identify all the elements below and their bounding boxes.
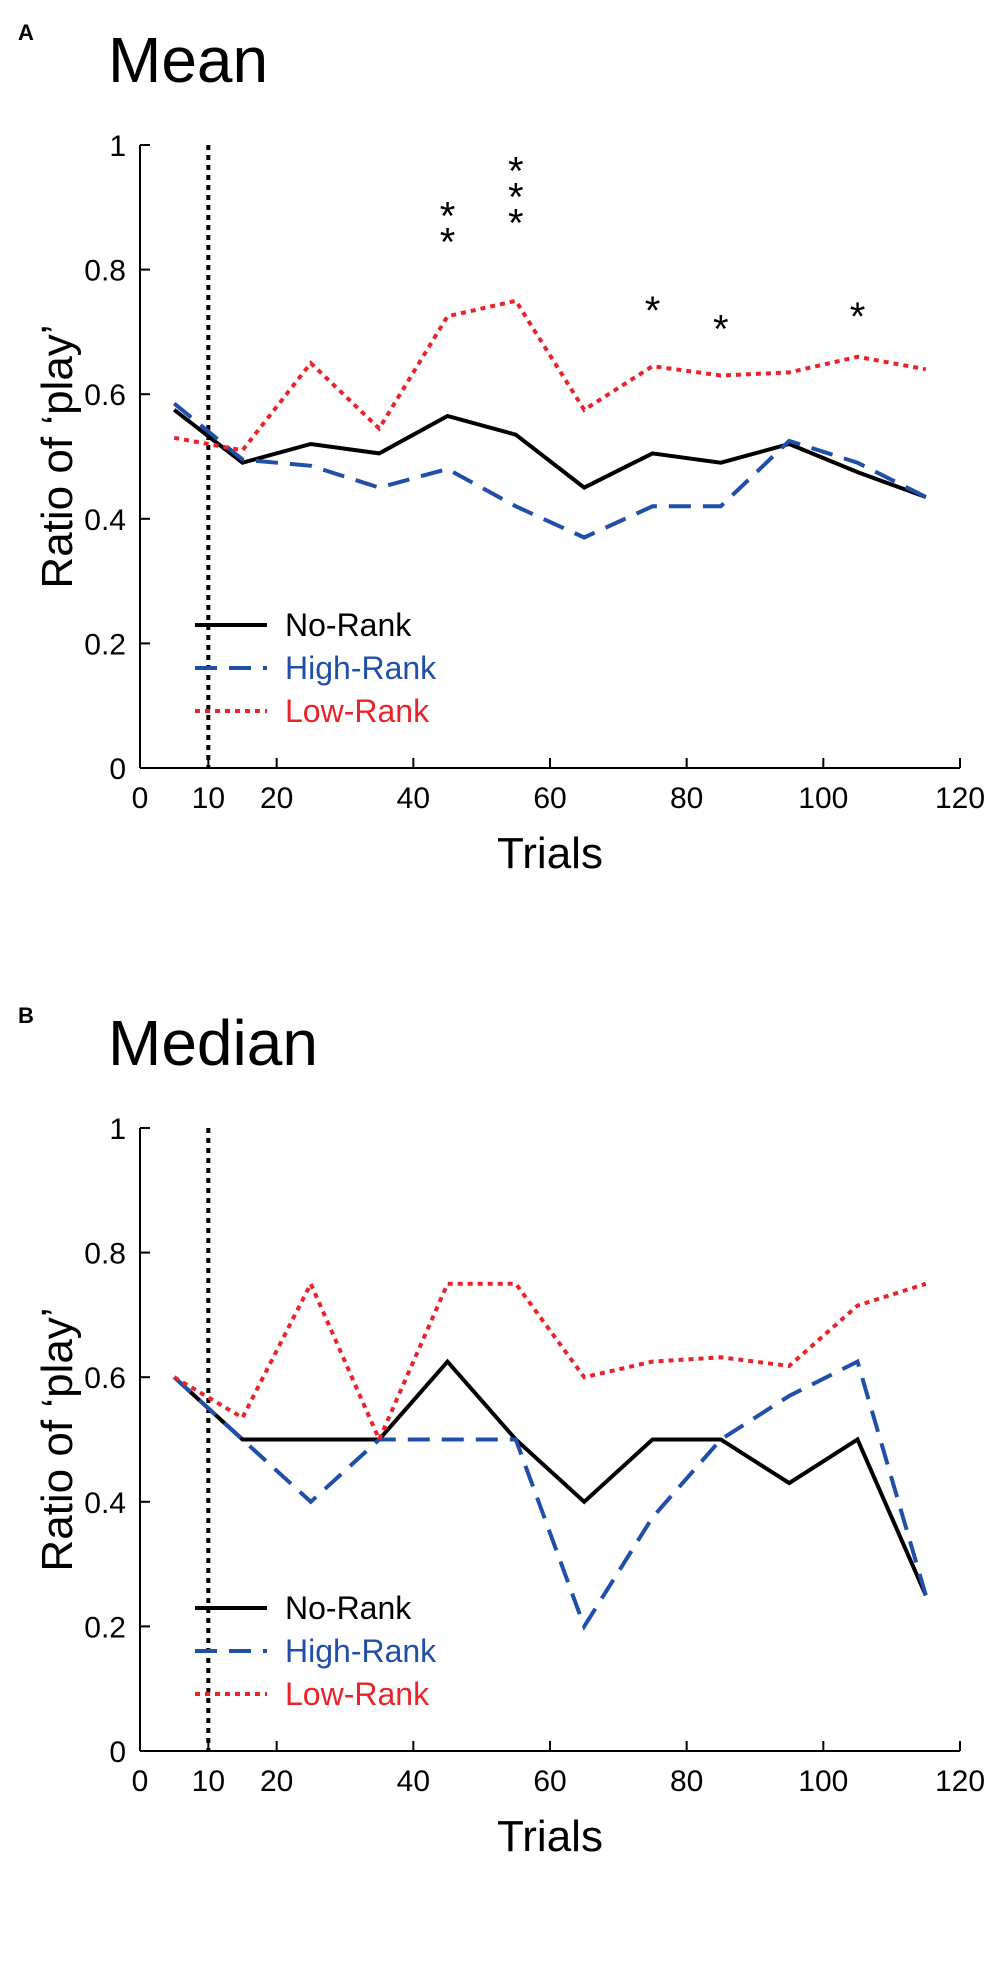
x-tick-label: 60 [533, 782, 566, 815]
x-tick-label: 80 [670, 782, 703, 815]
significance-annotation: ** [440, 194, 456, 264]
series-line-high-rank [172, 401, 927, 540]
legend-label-no-rank: No-Rank [285, 1590, 412, 1626]
panel-letter: A [18, 20, 34, 45]
significance-annotation: * [713, 308, 729, 352]
legend-label-high-rank: High-Rank [285, 650, 437, 686]
y-tick-label: 1 [109, 130, 126, 163]
significance-star: * [508, 150, 524, 194]
series-line-high-rank [172, 1358, 928, 1631]
x-tick-label: 100 [798, 782, 848, 815]
x-tick-label: 10 [192, 782, 225, 815]
x-axis-label: Trials [497, 1812, 603, 1861]
y-tick-label: 0.6 [84, 379, 126, 412]
chart-title: Median [108, 1007, 318, 1079]
y-tick-label: 0.8 [84, 1238, 126, 1271]
y-tick-label: 0.4 [84, 504, 126, 537]
y-tick-label: 0.2 [84, 1611, 126, 1644]
significance-star: * [440, 220, 456, 264]
x-tick-label: 120 [935, 1765, 985, 1798]
y-tick-label: 0.2 [84, 628, 126, 661]
x-tick-label: 120 [935, 782, 985, 815]
significance-star: * [713, 308, 729, 352]
y-axis-label: Ratio of ‘play’ [33, 324, 82, 588]
significance-annotation: * [850, 295, 866, 339]
legend-label-no-rank: No-Rank [285, 607, 412, 643]
x-tick-label: 60 [533, 1765, 566, 1798]
chart-title: Mean [108, 24, 268, 96]
significance-star: * [850, 295, 866, 339]
y-tick-label: 0 [109, 1736, 126, 1769]
series-line-low-rank [173, 1279, 927, 1445]
x-tick-label: 20 [260, 1765, 293, 1798]
legend: No-Rank High-Rank Low-Rank [195, 607, 437, 729]
legend-label-high-rank: High-Rank [285, 1633, 437, 1669]
significance-star: * [440, 194, 456, 238]
x-tick-label: 40 [397, 782, 430, 815]
panel-letter: B [18, 1003, 34, 1028]
y-axis-label: Ratio of ‘play’ [33, 1307, 82, 1571]
x-tick-label: 80 [670, 1765, 703, 1798]
legend-label-low-rank: Low-Rank [285, 693, 430, 729]
y-tick-label: 0.8 [84, 255, 126, 288]
significance-star: * [645, 289, 661, 333]
series-line-low-rank [173, 298, 927, 453]
series-line-no-rank [172, 1358, 928, 1597]
y-tick-label: 1 [109, 1113, 126, 1146]
y-tick-label: 0.4 [84, 1487, 126, 1520]
x-tick-label: 20 [260, 782, 293, 815]
legend: No-Rank High-Rank Low-Rank [195, 1590, 437, 1712]
x-axis-label: Trials [497, 829, 603, 878]
y-tick-label: 0.6 [84, 1362, 126, 1395]
y-tick-label: 0 [109, 753, 126, 786]
x-tick-label: 0 [132, 782, 149, 815]
x-tick-label: 100 [798, 1765, 848, 1798]
legend-label-low-rank: Low-Rank [285, 1676, 430, 1712]
significance-star: * [508, 176, 524, 220]
x-tick-label: 0 [132, 1765, 149, 1798]
significance-annotation: *** [508, 150, 524, 246]
x-tick-label: 10 [192, 1765, 225, 1798]
significance-star: * [508, 202, 524, 246]
significance-annotation: * [645, 289, 661, 333]
x-tick-label: 40 [397, 1765, 430, 1798]
series-line-no-rank [172, 408, 927, 499]
